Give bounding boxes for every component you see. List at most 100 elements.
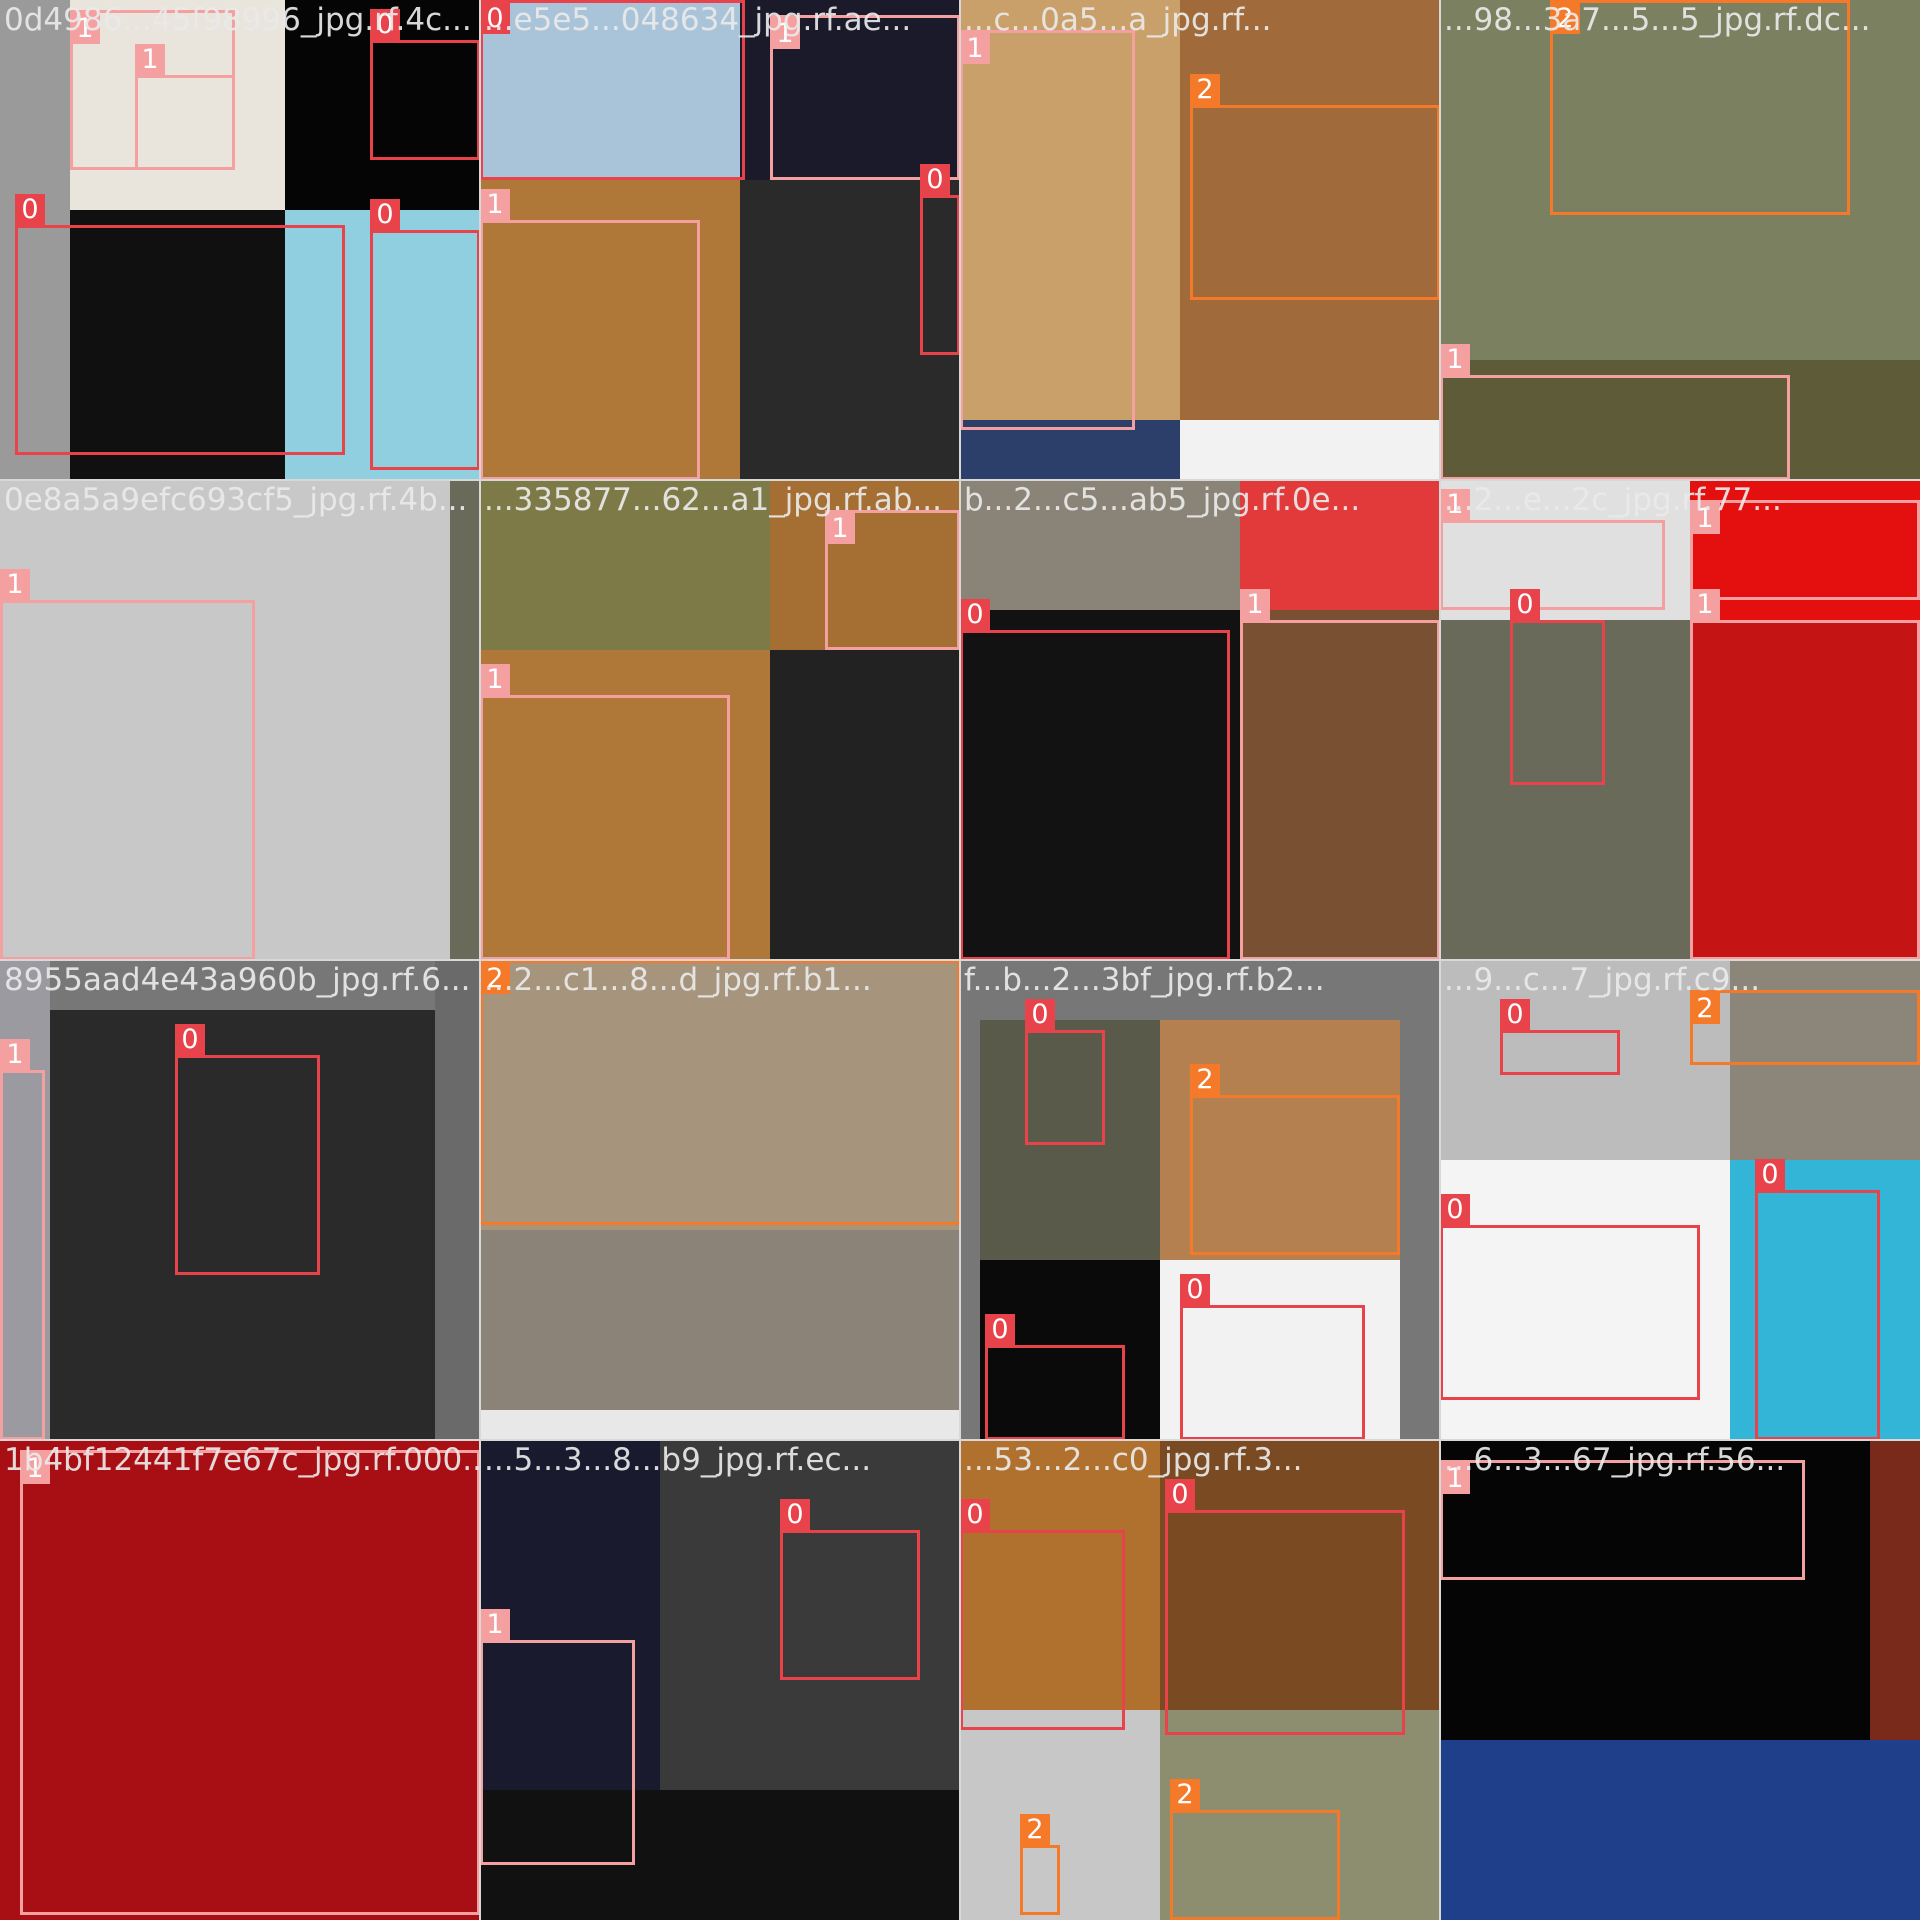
photo-patch (960, 610, 1240, 960)
class-label: 0 (1500, 999, 1530, 1030)
tile-title: 0d4986...45f98996_jpg.rf.4c... (4, 2, 472, 38)
detection-box: 2 (1690, 990, 1920, 1065)
photo-patch (0, 480, 450, 960)
photo-patch (1440, 480, 1690, 620)
photo-patch (450, 480, 480, 960)
photo-patch (480, 1790, 960, 1920)
detection-box: 1 (0, 569, 255, 960)
photo-patch (480, 1440, 660, 1790)
detection-box: 0 (15, 194, 345, 455)
photo-patch (1180, 420, 1440, 480)
class-label: 0 (1440, 1194, 1470, 1225)
photo-patch (70, 210, 285, 480)
photo-patch (0, 0, 70, 480)
photo-patch (0, 1440, 480, 1920)
photo-patch (1730, 960, 1920, 1160)
class-label: 0 (780, 1499, 810, 1530)
mosaic-tile: 1 0e8a5a9efc693cf5_jpg.rf.4b... (0, 480, 480, 960)
photo-patch (480, 180, 740, 480)
photo-patch (1160, 1440, 1440, 1710)
tile-title: ...98...3a7...5...5_jpg.rf.dc... (1444, 2, 1871, 38)
detection-box: 0 (1440, 1194, 1700, 1400)
photo-patch (1440, 360, 1920, 480)
class-label: 1 (70, 13, 100, 44)
tile-title: ...9...c...7_jpg.rf.c9... (1444, 962, 1761, 998)
photo-patch (1690, 620, 1920, 960)
mosaic-tile: 0 1 8955aad4e43a960b_jpg.rf.6... (0, 960, 480, 1440)
mosaic-tile: 1 ...6...3...67_jpg.rf.56... (1440, 1440, 1920, 1920)
tile-title: 8955aad4e43a960b_jpg.rf.6... (4, 962, 471, 998)
mosaic-tile: 1 1b4bf12441f7e67c_jpg.rf.000... (0, 1440, 480, 1920)
photo-patch (1690, 480, 1920, 620)
detection-box: 1 (1440, 344, 1790, 480)
detection-box: 1 (770, 15, 960, 180)
detection-box: 0 (480, 0, 745, 180)
class-label: 1 (1440, 1463, 1470, 1494)
class-label: 1 (480, 664, 510, 695)
class-label: 2 (1550, 3, 1580, 34)
tile-title: 0e8a5a9efc693cf5_jpg.rf.4b... (4, 482, 468, 518)
detection-box: 2 (1020, 1814, 1060, 1915)
detection-box: 1 (1690, 500, 1920, 600)
class-label: 0 (370, 199, 400, 230)
detection-box: 0 (1165, 1479, 1405, 1735)
detection-box: 0 (920, 164, 960, 355)
photo-patch (480, 960, 960, 1230)
class-label: 1 (1440, 344, 1470, 375)
class-label: 0 (920, 164, 950, 195)
class-label: 0 (1180, 1274, 1210, 1305)
class-label: 0 (985, 1314, 1015, 1345)
tile-title: ...2...c1...8...d_jpg.rf.b1... (484, 962, 872, 998)
class-label: 2 (1020, 1814, 1050, 1845)
tile-title: ...335877...62...a1_jpg.rf.ab... (484, 482, 943, 518)
tile-title: ...53...2...c0_jpg.rf.3... (964, 1442, 1303, 1478)
class-label: 1 (20, 1453, 50, 1484)
photo-patch (1160, 1020, 1400, 1260)
grid-divider (1439, 0, 1441, 1920)
detection-box: 0 (780, 1499, 920, 1680)
detection-box: 1 (1440, 489, 1665, 610)
class-label: 1 (480, 1609, 510, 1640)
grid-divider (0, 959, 1920, 961)
photo-patch (960, 480, 1240, 610)
mosaic-tile: 2 1 ...98...3a7...5...5_jpg.rf.dc... (1440, 0, 1920, 480)
class-label: 1 (825, 513, 855, 544)
photo-patch (1440, 1440, 1870, 1740)
class-label: 1 (0, 569, 30, 600)
photo-patch (660, 1440, 960, 1790)
photo-patch (1730, 1160, 1920, 1440)
detection-box: 0 (175, 1024, 320, 1275)
mosaic-tile: 0 1 1 0 ...e5e5...048634_jpg.rf.ae... (480, 0, 960, 480)
tile-title: ...e5e5...048634_jpg.rf.ae... (484, 2, 912, 38)
class-label: 2 (1190, 1064, 1220, 1095)
photo-patch (1440, 0, 1920, 360)
grid-divider (0, 1439, 1920, 1441)
photo-patch (1870, 1440, 1920, 1740)
photo-patch (960, 1440, 1160, 1710)
detection-box: 2 (1550, 0, 1850, 215)
class-label: 2 (480, 963, 510, 994)
photo-patch (480, 1410, 960, 1440)
detection-box: 0 (1510, 589, 1605, 785)
mosaic-tile: 1 1 ...335877...62...a1_jpg.rf.ab... (480, 480, 960, 960)
detection-box: 0 (960, 599, 1230, 960)
detection-box: 1 (480, 189, 700, 480)
photo-patch (480, 1230, 960, 1410)
tile-title: 1b4bf12441f7e67c_jpg.rf.000... (4, 1442, 480, 1478)
class-label: 0 (175, 1024, 205, 1055)
photo-patch (480, 650, 770, 960)
photo-patch (740, 180, 960, 480)
class-label: 1 (1690, 589, 1720, 620)
photo-patch (1180, 0, 1440, 420)
class-label: 0 (370, 9, 400, 40)
mosaic-tile: 0 2 0 0 f...b...2...3bf_jpg.rf.b2... (960, 960, 1440, 1440)
photo-patch (480, 0, 740, 180)
class-label: 1 (960, 33, 990, 64)
tile-title: b...2...c5...ab5_jpg.rf.0e... (964, 482, 1361, 518)
mosaic-tile: 1 2 ...c...0a5...a_jpg.rf... (960, 0, 1440, 480)
detection-box: 2 (1190, 74, 1440, 300)
photo-patch (1240, 610, 1440, 960)
class-label: 0 (1165, 1479, 1195, 1510)
mosaic-tile: 2 ...2...c1...8...d_jpg.rf.b1... (480, 960, 960, 1440)
